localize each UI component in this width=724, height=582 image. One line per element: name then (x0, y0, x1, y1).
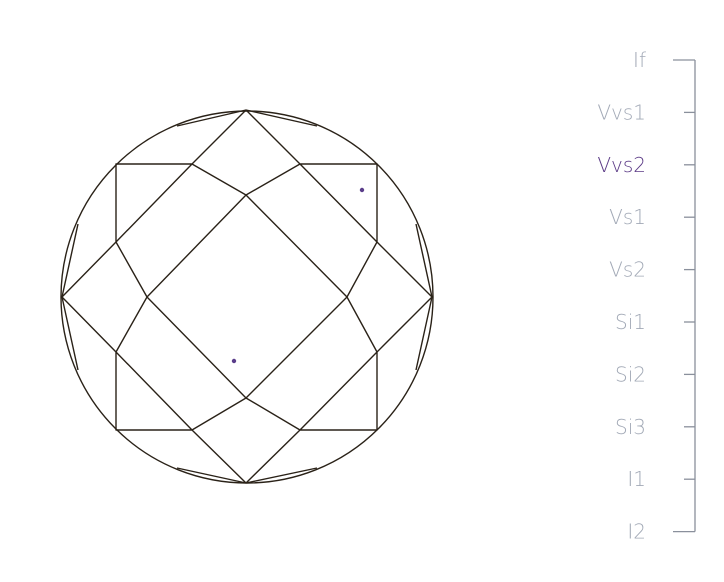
clarity-grade-label[interactable]: Si1 (615, 310, 646, 334)
clarity-scale: If Vvs1 Vvs2 Vs1 Vs2 Si1 Si2 Si3 I1 I2 (597, 48, 696, 544)
clarity-grade-label[interactable]: If (633, 48, 646, 72)
clarity-grade-label[interactable]: Vvs1 (597, 100, 646, 124)
clarity-grade-label[interactable]: Vs1 (609, 205, 646, 229)
clarity-grade-label[interactable]: Si3 (615, 415, 646, 439)
inclusion-dot (359, 187, 365, 193)
clarity-grade-selected[interactable]: Vvs2 (597, 153, 646, 177)
clarity-grade-label[interactable]: Vs2 (609, 258, 646, 282)
clarity-grade-label[interactable]: I1 (627, 467, 646, 491)
diamond-facet-lines (61, 109, 433, 484)
clarity-grade-label[interactable]: I2 (627, 520, 646, 544)
clarity-grade-label[interactable]: Si2 (615, 362, 646, 386)
inclusion-dot (231, 358, 237, 364)
diamond-top-view (60, 109, 434, 484)
